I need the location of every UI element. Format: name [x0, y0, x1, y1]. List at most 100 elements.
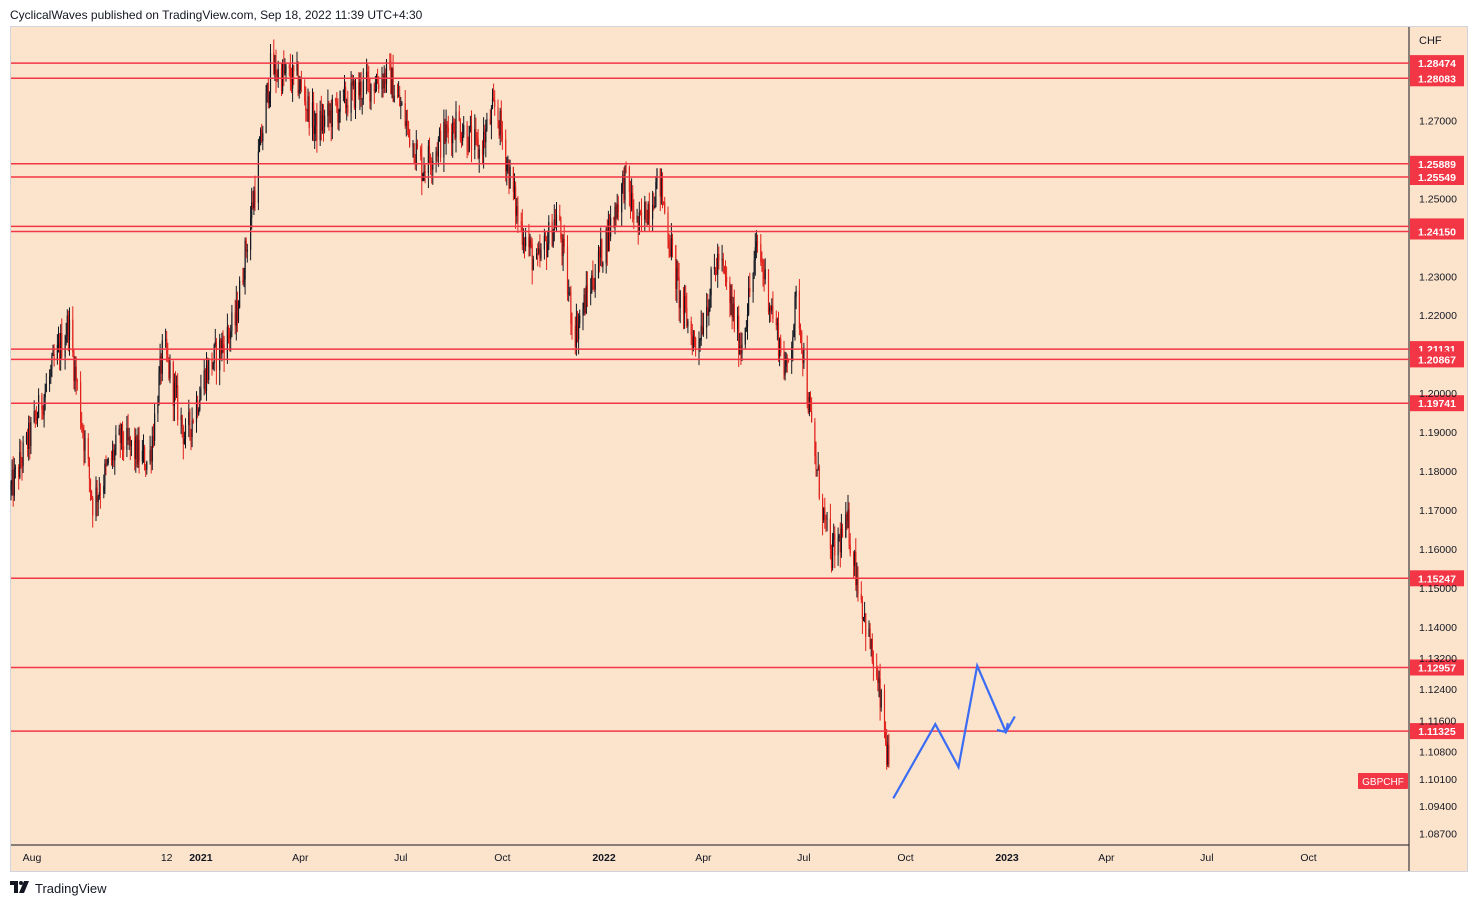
y-tick-label-6: 1.18000 — [1419, 466, 1457, 478]
candle-body-525 — [822, 498, 824, 521]
candle-body-301 — [475, 129, 477, 133]
candle-body-271 — [428, 146, 431, 161]
candle-body-398 — [624, 165, 626, 200]
candle-body-51 — [88, 459, 90, 479]
candle-body-371 — [583, 294, 585, 309]
price-axis-background — [1409, 27, 1467, 871]
candle-body-196 — [313, 102, 315, 134]
candle-body-443 — [693, 336, 696, 339]
candle-body-461 — [722, 258, 724, 267]
candle-body-399 — [625, 165, 627, 167]
candle-body-351 — [552, 229, 554, 246]
candle-body-429 — [671, 238, 674, 246]
candle-body-9 — [22, 442, 24, 467]
level-tag-bg-2 — [1410, 155, 1464, 172]
candle-body-449 — [702, 327, 704, 335]
candle-body-294 — [463, 125, 465, 135]
x-tick-label-11: Apr — [1098, 852, 1115, 864]
candle-body-565 — [883, 690, 886, 733]
candle-body-356 — [560, 220, 562, 239]
candle-body-450 — [706, 306, 708, 328]
candle-body-321 — [506, 163, 508, 172]
candle-body-459 — [718, 254, 720, 261]
candle-body-385 — [605, 228, 607, 264]
x-tick-label-5: Oct — [494, 852, 510, 864]
candle-body-113 — [183, 438, 185, 444]
candle-body-81 — [135, 436, 137, 459]
candle-body-388 — [608, 220, 611, 237]
candle-body-530 — [829, 518, 831, 550]
candle-body-268 — [423, 171, 425, 174]
candle-body-368 — [578, 323, 580, 340]
candle-body-464 — [726, 276, 728, 282]
candle-body-117 — [190, 429, 192, 437]
candle-body-553 — [864, 613, 866, 617]
candle-body-30 — [56, 344, 58, 361]
candle-body-164 — [262, 133, 264, 142]
candle-body-217 — [345, 86, 347, 108]
candle-body-317 — [499, 110, 501, 136]
candle-body-97 — [159, 356, 161, 373]
candle-body-522 — [816, 469, 818, 471]
candle-body-183 — [292, 65, 294, 89]
candle-body-290 — [458, 111, 460, 121]
candle-body-95 — [157, 404, 159, 414]
candle-body-339 — [532, 259, 534, 271]
y-tick-label-2: 1.23000 — [1419, 271, 1457, 283]
candle-body-473 — [740, 346, 742, 354]
candle-body-25 — [49, 376, 51, 384]
candle-body-437 — [685, 296, 687, 308]
candle-body-141 — [227, 327, 230, 336]
candle-body-434 — [679, 291, 681, 308]
tradingview-brand[interactable]: TradingView — [35, 880, 107, 896]
candle-body-110 — [180, 415, 182, 420]
candle-body-204 — [324, 115, 326, 127]
candle-body-320 — [505, 139, 507, 172]
candle-body-115 — [188, 412, 190, 425]
x-tick-label-2: 2021 — [189, 852, 213, 864]
candle-body-517 — [808, 396, 810, 413]
candle-body-432 — [677, 267, 679, 278]
candle-body-37 — [66, 315, 68, 337]
candle-body-63 — [106, 463, 108, 465]
candle-body-378 — [593, 286, 595, 290]
candle-body-143 — [230, 331, 232, 339]
candle-body-480 — [752, 273, 754, 292]
candle-body-542 — [847, 509, 849, 521]
candle-body-41 — [73, 352, 75, 382]
candle-body-312 — [491, 98, 494, 109]
candle-body-506 — [792, 337, 794, 348]
candle-body-325 — [512, 167, 514, 192]
candle-body-430 — [675, 245, 677, 289]
candle-body-142 — [229, 335, 231, 339]
candle-body-462 — [723, 266, 725, 273]
candle-body-496 — [776, 323, 778, 325]
candle-body-230 — [366, 71, 368, 81]
candle-body-238 — [377, 79, 379, 84]
candle-body-460 — [721, 258, 723, 261]
candle-body-403 — [632, 193, 634, 212]
y-tick-label-7: 1.17000 — [1419, 505, 1457, 517]
candle-body-74 — [123, 446, 125, 450]
candle-body-241 — [382, 77, 384, 89]
candle-body-96 — [158, 372, 160, 405]
level-tag-label-3: 1.25549 — [1418, 172, 1456, 184]
candle-body-198 — [315, 113, 317, 126]
candle-body-129 — [208, 358, 210, 380]
candle-body-236 — [374, 89, 376, 92]
candle-body-566 — [885, 732, 887, 742]
candle-body-44 — [76, 380, 78, 382]
candle-body-360 — [566, 246, 569, 294]
candle-body-500 — [783, 352, 785, 376]
candle-body-359 — [563, 238, 565, 247]
candle-body-159 — [254, 190, 256, 203]
level-tag-bg-0 — [1410, 55, 1464, 72]
candle-body-270 — [427, 146, 429, 174]
symbol-badge[interactable]: GBPCHF — [1358, 773, 1408, 789]
candle-body-42 — [74, 366, 76, 382]
level-tag-bg-7 — [1410, 351, 1464, 368]
candle-body-561 — [877, 677, 879, 683]
candle-body-422 — [661, 179, 664, 202]
candle-body-303 — [477, 138, 479, 159]
